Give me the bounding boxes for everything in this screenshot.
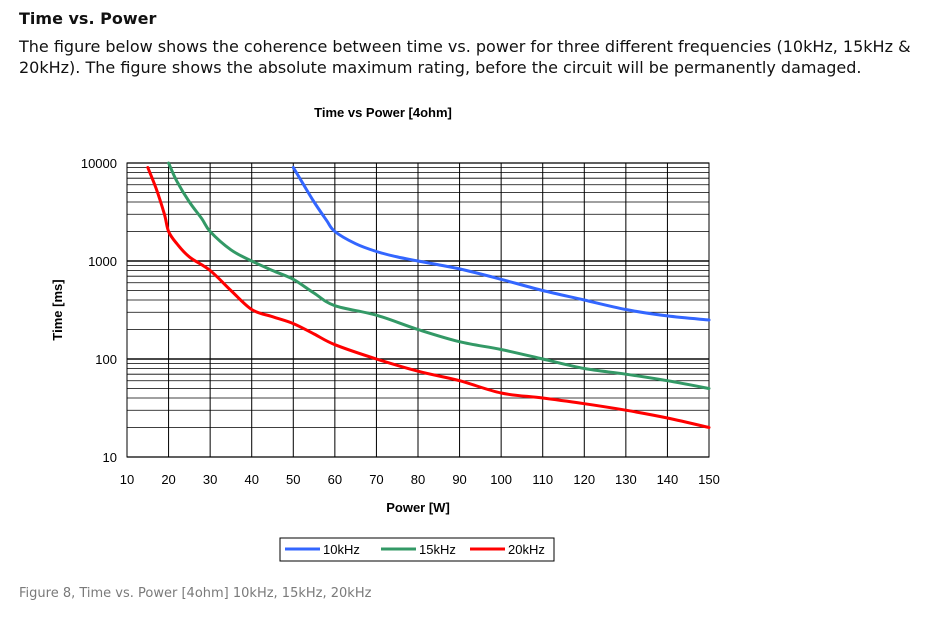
x-tick-label: 80 [411,472,425,487]
series-line-20khz [146,166,711,429]
x-axis-label: Power [W] [386,500,450,515]
figure-caption: Figure 8, Time vs. Power [4ohm] 10kHz, 1… [19,586,372,601]
y-tick-label: 100 [95,352,117,367]
legend-label-10khz: 10kHz [323,542,360,557]
intro-paragraph: The figure below shows the coherence bet… [19,37,911,77]
x-tick-label: 110 [532,472,553,487]
y-axis-label: Time [ms] [50,279,65,340]
x-tick-label: 150 [698,472,720,487]
x-tick-label: 120 [573,472,595,487]
x-tick-label: 60 [328,472,342,487]
x-tick-label: 140 [657,472,679,487]
y-tick-label: 10000 [81,156,117,171]
series-layer [146,161,711,429]
legend-label-20khz: 20kHz [508,542,545,557]
x-tick-label: 30 [203,472,217,487]
x-tick-label: 130 [615,472,637,487]
series-line-10khz [291,166,711,322]
y-tick-label: 10 [103,450,117,465]
x-tick-label: 40 [244,472,258,487]
x-tick-label: 50 [286,472,300,487]
legend-frame [279,537,555,562]
legend-label-15khz: 15kHz [419,542,456,557]
chart-title: Time vs Power [4ohm] [314,105,452,120]
legend: 10kHz 15kHz 20kHz [279,537,555,562]
x-tick-label: 70 [369,472,383,487]
document: Time vs. Power The figure below shows th… [19,8,944,78]
series-line-15khz [167,161,711,390]
y-tick-label: 1000 [88,254,117,269]
y-tick-labels: 10 100 1000 10000 [81,156,117,465]
x-tick-label: 10 [120,472,134,487]
section-title: Time vs. Power [19,9,157,28]
x-tick-label: 100 [490,472,512,487]
x-tick-label: 90 [452,472,466,487]
plot-area-frame [126,162,710,458]
time-vs-power-chart: Time vs Power [4ohm] 10 100 1000 10000 10 20… [50,105,720,562]
x-tick-label: 20 [161,472,175,487]
x-tick-labels: 10 20 30 40 50 60 70 80 90 100 110 120 130 140 150 [120,472,720,487]
